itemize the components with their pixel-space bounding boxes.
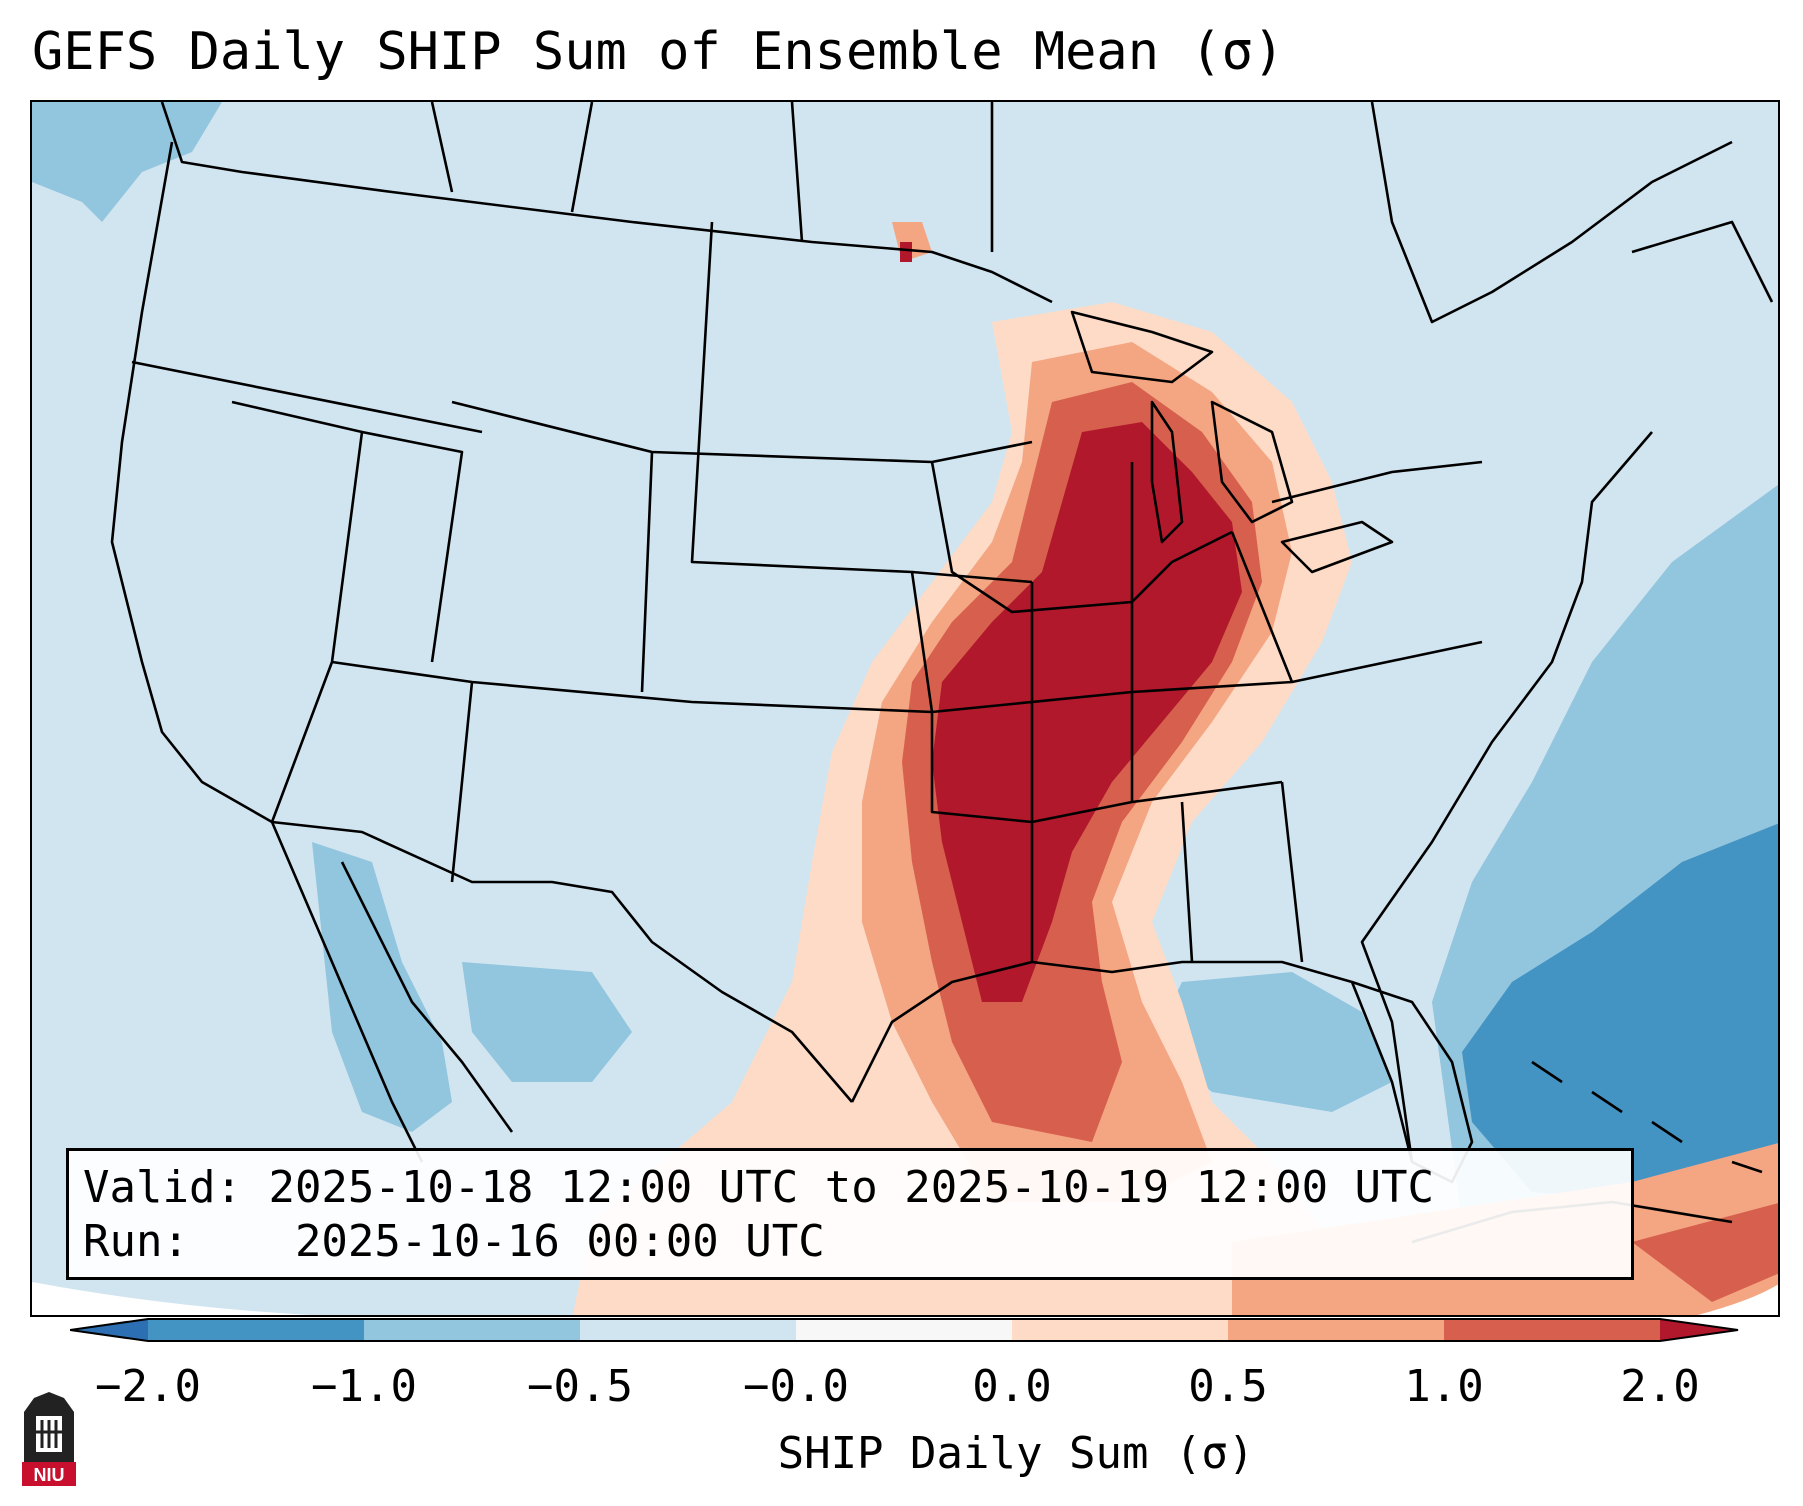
gulf-coast (850, 960, 1414, 1163)
colorbar-tick-label: 2.0 (1620, 1361, 1700, 1412)
state-line (361, 430, 464, 663)
west-coast (110, 141, 273, 824)
province-line (790, 102, 804, 243)
gulf-anomaly (1152, 972, 1392, 1112)
colorbar-tick-label: −1.0 (311, 1361, 417, 1412)
state-line (1230, 531, 1294, 683)
state-line (911, 570, 1033, 584)
us-canada-border (160, 102, 1053, 304)
valid-label: Valid: (83, 1162, 242, 1213)
boundaries (110, 102, 1774, 1244)
colorbar-extend-low (70, 1319, 148, 1341)
colorbar-outline (70, 1318, 1739, 1342)
colorbar-bin (580, 1319, 796, 1341)
colorbar-bin (1444, 1319, 1660, 1341)
run-value: 2025-10-16 00:00 UTC (294, 1216, 825, 1267)
bahamas (1531, 1060, 1763, 1174)
logo-banner (22, 1462, 76, 1486)
state-line (930, 461, 1233, 614)
logo-text: NIU (34, 1465, 65, 1485)
state-line (1180, 801, 1194, 963)
east-coast (1360, 431, 1653, 1163)
province-line (570, 102, 594, 213)
state-line (231, 400, 364, 823)
state-line (451, 400, 1033, 464)
colorbar-label: SHIP Daily Sum (σ) (777, 1428, 1255, 1479)
map-panel (30, 100, 1780, 1317)
colorbar-tick-label: −0.5 (527, 1361, 633, 1412)
pacific-anomaly (32, 102, 222, 222)
logo-windows (36, 1420, 62, 1448)
province-line (430, 102, 454, 193)
colorbar-bin (364, 1319, 580, 1341)
us-mexico-border (271, 820, 853, 1103)
colorbar-tick-label: 0.5 (1188, 1361, 1268, 1412)
state-line (450, 681, 474, 883)
lake-superior (1070, 310, 1214, 384)
canada-anomaly-core (900, 242, 912, 262)
state-line (1271, 460, 1483, 504)
colorbar (70, 1318, 1739, 1342)
domain-edge-se (1697, 1284, 1778, 1315)
baja-anomaly (312, 842, 452, 1132)
northeast-coast (1370, 102, 1774, 324)
colorbar-bin (1012, 1319, 1228, 1341)
niu-logo: NIU (22, 1392, 76, 1486)
mexico-anomaly (462, 962, 632, 1082)
warm-anomaly-extreme (932, 422, 1242, 1002)
colorbar-extend-high (1660, 1319, 1738, 1341)
run-label: Run: (83, 1216, 189, 1267)
colorbar-tick-label: −0.0 (743, 1361, 849, 1412)
colorbar-tick-label: −2.0 (95, 1361, 201, 1412)
colorbar-bin (796, 1319, 1012, 1341)
domain-edge-sw (32, 1282, 310, 1315)
state-line (1280, 781, 1304, 963)
baja-coast (270, 821, 424, 1163)
state-line (131, 360, 483, 434)
state-line (690, 221, 934, 713)
colorbar-tick-label: 0.0 (972, 1361, 1052, 1412)
valid-value: 2025-10-18 12:00 UTC to 2025-10-19 12:00… (268, 1162, 1435, 1213)
lake-huron (1210, 400, 1294, 524)
valid-line: Valid: 2025-10-18 12:00 UTC to 2025-10-1… (83, 1161, 1617, 1215)
caribbean-anomaly-strong (1632, 1203, 1778, 1302)
info-box: Valid: 2025-10-18 12:00 UTC to 2025-10-1… (66, 1148, 1634, 1280)
colorbar-bin (1228, 1319, 1444, 1341)
lake-erie (1280, 520, 1394, 574)
state-line (640, 451, 654, 693)
colorbar-tick-label: 1.0 (1404, 1361, 1484, 1412)
atlantic-anomaly-strong (1462, 823, 1778, 1202)
run-line: Run: 2025-10-16 00:00 UTC (83, 1215, 1617, 1269)
mexico-west-coast (340, 861, 514, 1133)
colorbar-bin (148, 1319, 364, 1341)
lake-michigan (1150, 400, 1184, 544)
chart-title: GEFS Daily SHIP Sum of Ensemble Mean (σ) (32, 22, 1285, 82)
map-canvas (32, 102, 1778, 1315)
